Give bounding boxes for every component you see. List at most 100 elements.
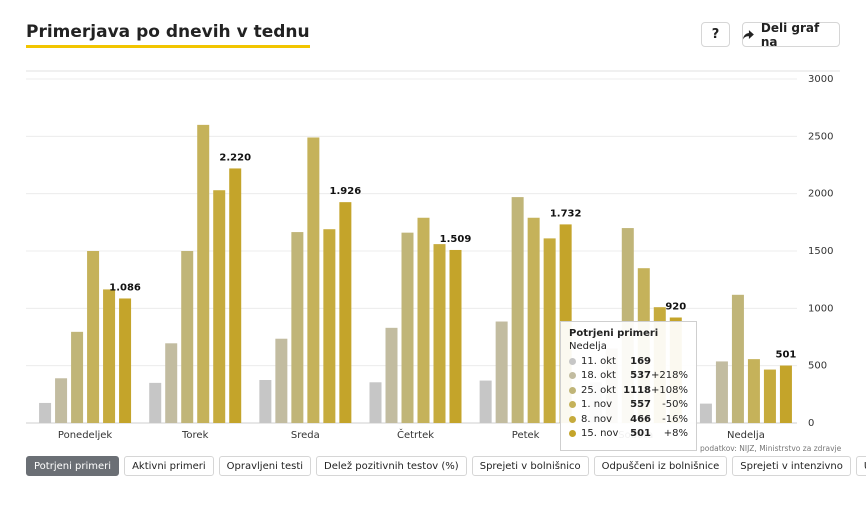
- bar: [291, 232, 304, 423]
- tooltip-change: -16%: [662, 413, 688, 425]
- tooltip-row: 11. okt 169: [569, 354, 688, 369]
- x-category-label: Torek: [181, 430, 209, 441]
- tooltip-row: 18. okt 537 +218%: [569, 369, 688, 384]
- series-dot-icon: [569, 372, 576, 380]
- tab-1[interactable]: Potrjeni primeri: [26, 456, 120, 476]
- chart-title: Primerjava po dnevih v tednu: [26, 22, 310, 48]
- series-dot-icon: [569, 430, 576, 438]
- x-category-label: Ponedeljek: [58, 430, 112, 441]
- y-tick-label: 500: [808, 361, 827, 372]
- bar: [55, 378, 68, 423]
- tooltip-title: Potrjeni primeri: [569, 328, 659, 339]
- tab-3[interactable]: Opravljeni testi: [218, 456, 312, 476]
- bar: [385, 327, 398, 423]
- bar: [307, 137, 320, 424]
- bar: [495, 321, 508, 423]
- tooltip-date: 25. okt: [581, 384, 616, 396]
- series-dot-icon: [569, 357, 576, 365]
- tooltip-value: 557: [630, 399, 651, 411]
- tooltip: Potrjeni primeri Nedelja 11. okt 169 18. o…: [560, 321, 697, 451]
- bar: [181, 251, 194, 423]
- bar: [417, 217, 430, 423]
- tooltip-row: 8. nov 466 -16%: [569, 412, 688, 427]
- x-category-label: Sreda: [291, 430, 320, 441]
- data-label: 920: [665, 302, 686, 313]
- tooltip-value: 466: [630, 413, 651, 425]
- bar: [779, 365, 792, 423]
- bar: [401, 232, 414, 423]
- bar: [449, 249, 462, 423]
- y-tick-label: 2000: [808, 189, 833, 200]
- tooltip-day: Nedelja: [569, 341, 607, 352]
- tab-7[interactable]: Sprejeti v intenzivno: [732, 456, 851, 476]
- y-tick-label: 2500: [808, 131, 833, 142]
- share-button-label: Deli graf na: [760, 20, 820, 49]
- tooltip-row: 25. okt 1118 +108%: [569, 383, 688, 398]
- y-tick-label: 0: [808, 418, 814, 429]
- x-category-label: Nedelja: [727, 430, 765, 441]
- bar: [213, 190, 226, 423]
- tooltip-date: 15. nov: [581, 428, 619, 440]
- tooltip-change: +8%: [663, 428, 688, 440]
- tooltip-change: -50%: [662, 399, 688, 411]
- tooltip-value: 169: [630, 355, 651, 367]
- bar: [197, 124, 210, 423]
- series-dot-icon: [569, 415, 576, 423]
- bar: [149, 382, 162, 423]
- bar: [747, 359, 760, 423]
- tooltip-change: +218%: [651, 370, 688, 382]
- y-tick-label: 1000: [808, 303, 833, 314]
- data-label: 1.732: [550, 208, 582, 219]
- help-button[interactable]: ?: [701, 22, 730, 47]
- bar: [165, 343, 178, 423]
- tab-2[interactable]: Aktivni primeri: [124, 456, 214, 476]
- bar: [731, 294, 744, 423]
- tooltip-row: 15. nov 501 +8%: [569, 427, 688, 442]
- y-tick-label: 3000: [808, 74, 833, 85]
- bar: [259, 380, 272, 423]
- bar: [763, 369, 776, 423]
- share-button[interactable]: Deli graf na: [742, 20, 840, 49]
- bar: [39, 402, 52, 423]
- bar: [229, 168, 242, 423]
- series-dot-icon: [569, 386, 576, 394]
- bar: [715, 361, 728, 423]
- bar: [275, 338, 288, 423]
- x-category-label: Četrtek: [397, 428, 434, 441]
- tooltip-change: +108%: [651, 384, 688, 396]
- series-dot-icon: [569, 401, 576, 409]
- x-category-label: Petek: [512, 430, 540, 441]
- tab-5[interactable]: Sprejeti v bolnišnico: [471, 456, 589, 476]
- data-label: 1.509: [440, 234, 472, 245]
- bar: [339, 202, 352, 423]
- data-label: 1.086: [109, 282, 141, 293]
- tooltip-date: 11. okt: [581, 355, 616, 367]
- bar: [87, 251, 100, 423]
- tab-6[interactable]: Odpuščeni iz bolnišnice: [593, 456, 728, 476]
- data-label: 2.220: [219, 152, 251, 163]
- tooltip-value: 1118: [623, 384, 651, 396]
- y-tick-label: 1500: [808, 246, 833, 257]
- data-label: 1.926: [330, 186, 362, 197]
- tooltip-date: 1. nov: [581, 399, 613, 411]
- tab-4[interactable]: Delež pozitivnih testov (%): [316, 456, 467, 476]
- tooltip-value: 501: [630, 428, 651, 440]
- bar: [71, 331, 84, 423]
- tab-8[interactable]: Umrli: [855, 456, 866, 476]
- bar: [527, 217, 540, 423]
- share-icon: [743, 29, 754, 39]
- metric-tabs: Potrjeni primeri Aktivni primeri Opravljen…: [26, 456, 866, 476]
- bar: [699, 403, 712, 423]
- bar: [323, 229, 336, 423]
- tooltip-row: 1. nov 557 -50%: [569, 398, 688, 413]
- tooltip-date: 18. okt: [581, 370, 616, 382]
- tooltip-date: 8. nov: [581, 413, 613, 425]
- bar: [543, 238, 556, 423]
- bar: [479, 380, 492, 423]
- bar: [103, 289, 116, 423]
- bar: [433, 244, 446, 423]
- data-label: 501: [775, 350, 796, 361]
- tooltip-value: 537: [630, 370, 651, 382]
- bar: [119, 298, 132, 423]
